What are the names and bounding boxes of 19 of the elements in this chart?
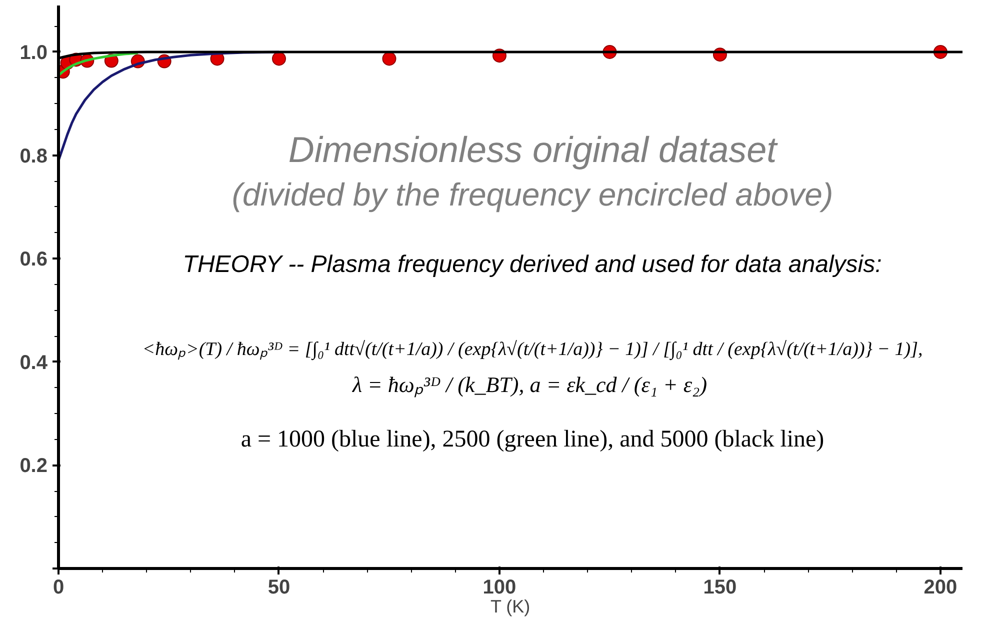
- point: [382, 52, 396, 66]
- x-tick-label: 0: [52, 576, 64, 598]
- annotation: λ = ħωₚ³ᴰ / (k_BT), a = εk_cd / (ε₁ + ε₂): [351, 372, 708, 398]
- x-tick-label: 50: [268, 576, 290, 598]
- x-tick-label: 150: [703, 576, 737, 598]
- y-tick-label: 0.2: [20, 455, 48, 478]
- y-tick-label: 0.6: [20, 248, 48, 271]
- y-tick-label: 1.0: [20, 42, 48, 64]
- annotation: Dimensionless original dataset: [288, 129, 779, 170]
- x-axis-title: T (K): [490, 596, 530, 616]
- annotation: <ħωₚ>(T) / ħωₚ³ᴰ = [∫₀¹ dtt√(t/(t+1/a)) / (exp{λ√(t/(t+1/a))} − 1)] / [∫₀¹ dtt / (exp{λ√(t/(t+1/a))} − 1)],: [142, 339, 923, 361]
- y-tick-label: 0.4: [20, 352, 48, 374]
- x-tick-label: 200: [924, 576, 958, 598]
- point: [272, 52, 286, 66]
- annotation: (divided by the frequency encircled above): [232, 176, 834, 212]
- annotation: a = 1000 (blue line), 2500 (green line), and 5000 (black line): [240, 426, 824, 452]
- annotation: THEORY -- Plasma frequency derived and used for data analysis:: [182, 251, 882, 278]
- x-tick-label: 100: [482, 576, 516, 598]
- y-tick-label: 0.8: [20, 145, 48, 168]
